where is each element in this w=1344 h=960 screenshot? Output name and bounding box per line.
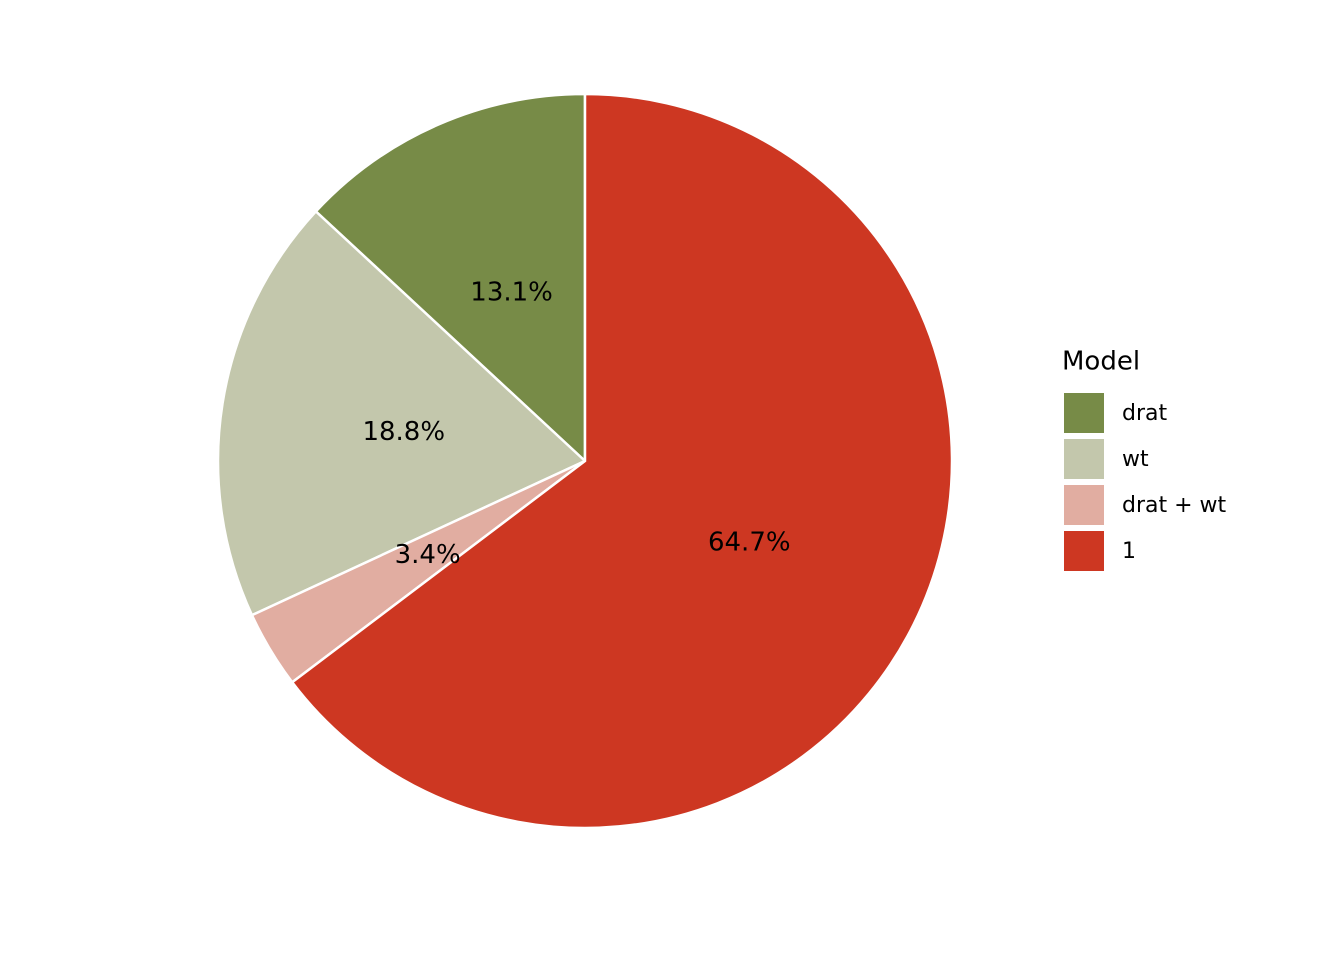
pie-slice <box>216 209 588 617</box>
slice-label: 18.8% <box>362 417 445 447</box>
legend-label: 1 <box>1122 539 1136 564</box>
legend-swatch <box>1064 485 1104 525</box>
legend-label: wt <box>1122 447 1149 472</box>
legend-swatch <box>1064 393 1104 433</box>
pie-slice <box>314 92 587 464</box>
pie-slice <box>290 92 954 830</box>
slice-label: 64.7% <box>708 527 791 557</box>
legend-swatch <box>1064 531 1104 571</box>
slice-label: 3.4% <box>395 540 461 570</box>
slice-label: 13.1% <box>470 277 553 307</box>
legend-swatch <box>1064 439 1104 479</box>
legend-label: drat <box>1122 401 1167 426</box>
legend-title: Model <box>1062 347 1140 377</box>
legend-label: drat + wt <box>1122 493 1227 518</box>
